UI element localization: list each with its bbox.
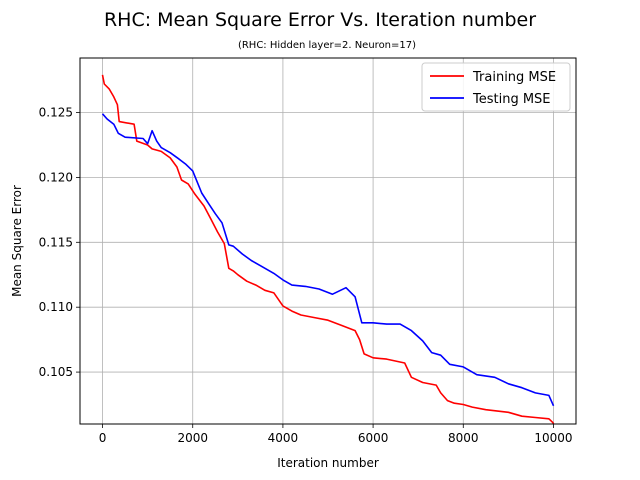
legend-label-training: Training MSE: [472, 70, 556, 85]
axis-ticks: 0 2000 4000 6000 8000 10000 0.105 0.110 0.115 0.1…: [39, 106, 573, 445]
y-tick-label: 0.120: [39, 170, 73, 184]
legend-label-testing: Testing MSE: [472, 92, 551, 107]
y-tick-label: 0.110: [39, 300, 73, 314]
x-tick-label: 8000: [448, 431, 479, 445]
chart-title: RHC: Mean Square Error Vs. Iteration num…: [104, 9, 536, 31]
testing-mse-line: [101, 113, 555, 407]
legend-frame: [421, 62, 571, 112]
grid: [80, 58, 576, 424]
y-tick-label: 0.125: [39, 106, 73, 120]
x-tick-label: 6000: [358, 431, 389, 445]
training-mse-line: [101, 74, 555, 425]
x-tick-label: 0: [99, 431, 107, 445]
series-lines: [101, 74, 555, 425]
legend: Training MSE Testing MSE: [421, 62, 571, 112]
x-tick-label: 10000: [534, 431, 572, 445]
x-tick-label: 4000: [268, 431, 299, 445]
y-axis-label: Mean Square Error: [10, 185, 24, 297]
x-tick-label: 2000: [177, 431, 208, 445]
y-tick-label: 0.105: [39, 365, 73, 379]
y-tick-label: 0.115: [39, 235, 73, 249]
plot-area-frame: [79, 57, 577, 425]
chart-subtitle: (RHC: Hidden layer=2. Neuron=17): [238, 40, 416, 51]
x-axis-label: Iteration number: [277, 456, 379, 470]
